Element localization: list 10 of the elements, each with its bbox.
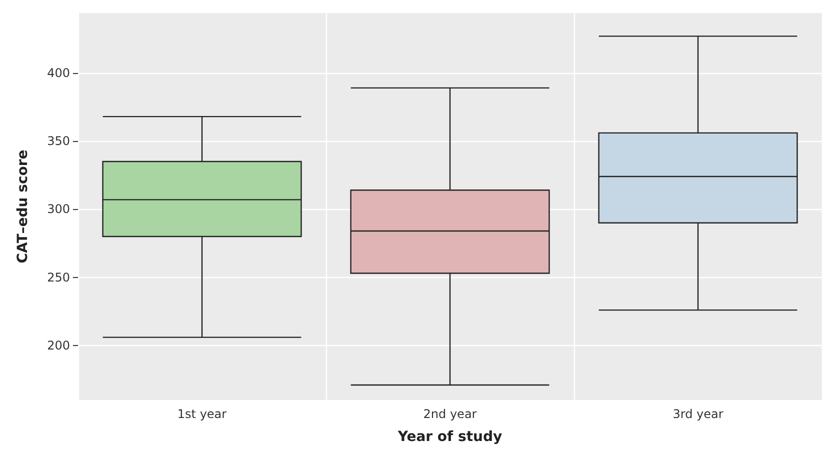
- y-axis-title: CAT–edu score: [15, 150, 31, 264]
- x-axis-title: Year of study: [396, 429, 502, 445]
- x-tick-label: 2nd year: [423, 407, 477, 421]
- y-tick-label: 250: [47, 270, 70, 284]
- x-tick-label: 3rd year: [672, 407, 724, 421]
- y-tick-label: 300: [47, 202, 70, 216]
- y-tick-label: 400: [47, 66, 70, 80]
- x-tick-label: 1st year: [177, 407, 227, 421]
- y-tick-label: 350: [47, 134, 70, 148]
- y-tick-label: 200: [47, 338, 70, 352]
